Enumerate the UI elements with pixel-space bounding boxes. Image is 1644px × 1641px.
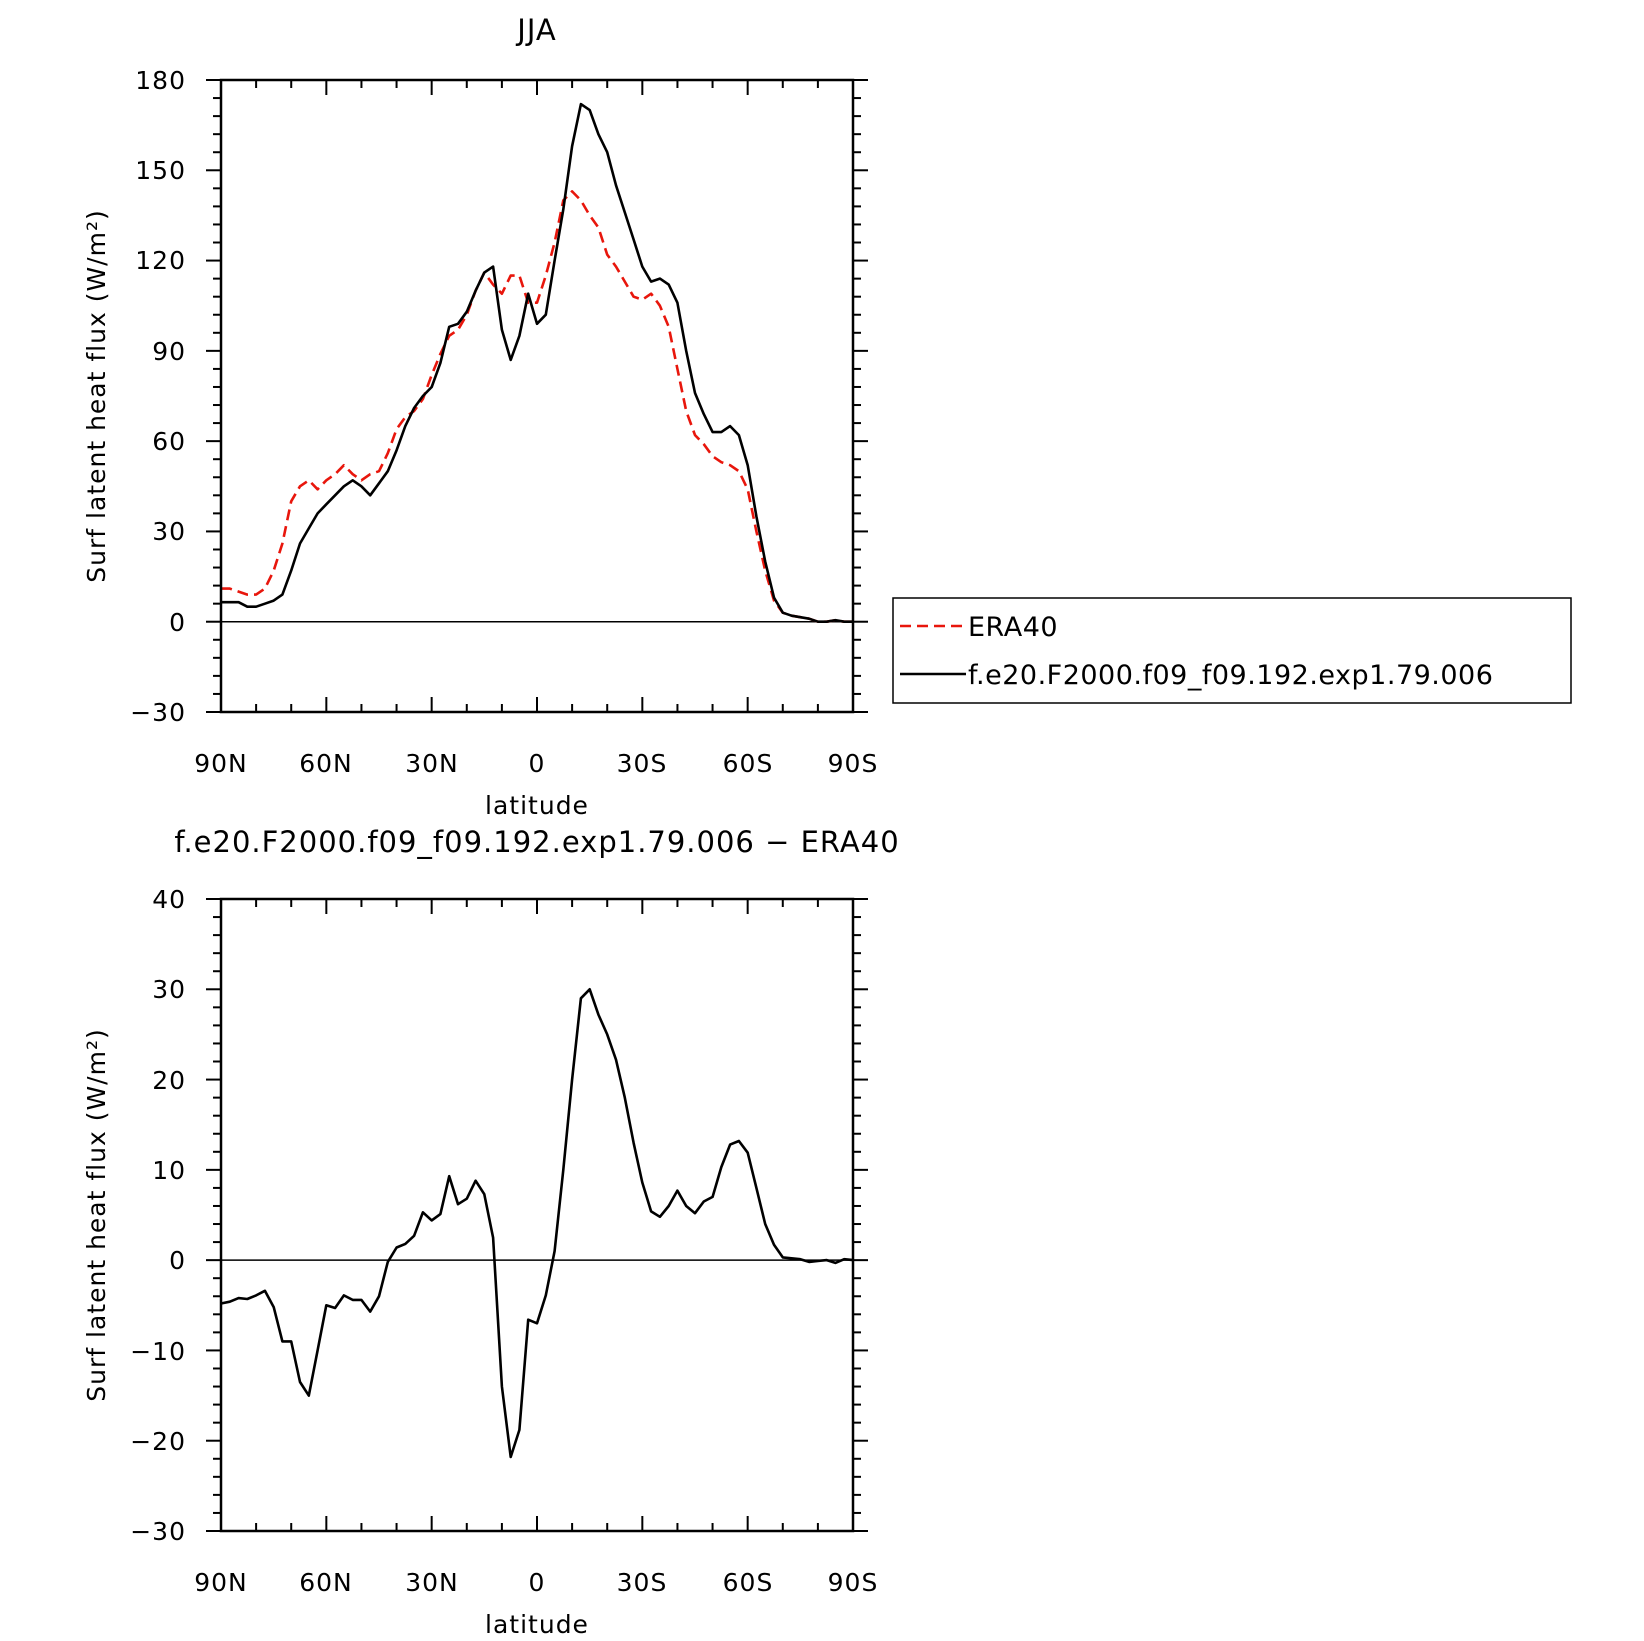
y-tick-label: 120 bbox=[135, 246, 186, 275]
y-tick-label: 60 bbox=[152, 427, 186, 456]
y-tick-label: −30 bbox=[130, 1517, 186, 1546]
x-tick-label: 90N bbox=[194, 1568, 248, 1597]
bottom-y-tick-labels: 40 30 20 10 0 −10 −20 −30 bbox=[130, 885, 186, 1546]
y-tick-label: 20 bbox=[152, 1066, 186, 1095]
series-line-era40 bbox=[221, 190, 853, 624]
legend-label-era40: ERA40 bbox=[968, 612, 1058, 643]
x-tick-label: 60N bbox=[299, 1568, 353, 1597]
bottom-y-axis-label: Surf latent heat flux (W/m²) bbox=[82, 1028, 111, 1401]
top-y-axis-label: Surf latent heat flux (W/m²) bbox=[82, 209, 111, 582]
legend: ERA40 f.e20.F2000.f09_f09.192.exp1.79.00… bbox=[892, 597, 1572, 704]
top-panel: JJA 180 150 120 90 60 30 0 −30 90N 60N 3… bbox=[82, 13, 879, 820]
x-tick-label: 30S bbox=[617, 1568, 668, 1597]
top-plot-frame bbox=[219, 78, 855, 714]
x-tick-label: 0 bbox=[529, 749, 546, 778]
x-tick-label: 30N bbox=[405, 749, 459, 778]
top-ticks bbox=[206, 79, 868, 713]
legend-box bbox=[892, 597, 1572, 704]
x-tick-label: 0 bbox=[529, 1568, 546, 1597]
y-tick-label: −10 bbox=[130, 1337, 186, 1366]
series-line-model bbox=[221, 102, 853, 624]
bottom-series-lines bbox=[220, 987, 854, 1459]
y-tick-label: 90 bbox=[152, 337, 186, 366]
x-tick-label: 60S bbox=[723, 1568, 774, 1597]
y-tick-label: 180 bbox=[135, 66, 186, 95]
bottom-panel-title: f.e20.F2000.f09_f09.192.exp1.79.006 − ER… bbox=[174, 825, 899, 859]
top-y-tick-labels: 180 150 120 90 60 30 0 −30 bbox=[130, 66, 186, 727]
top-panel-title: JJA bbox=[515, 13, 556, 47]
bottom-ticks bbox=[206, 898, 868, 1532]
x-tick-label: 90N bbox=[194, 749, 248, 778]
x-tick-label: 60S bbox=[723, 749, 774, 778]
bottom-x-tick-labels: 90N 60N 30N 0 30S 60S 90S bbox=[194, 1568, 879, 1597]
y-tick-label: 40 bbox=[152, 885, 186, 914]
top-series-lines bbox=[221, 102, 853, 624]
series-line-difference bbox=[220, 987, 854, 1459]
y-tick-label: 30 bbox=[152, 517, 186, 546]
x-tick-label: 90S bbox=[828, 749, 879, 778]
bottom-plot-frame bbox=[219, 897, 855, 1533]
x-tick-label: 90S bbox=[828, 1568, 879, 1597]
top-x-axis-label: latitude bbox=[485, 791, 589, 820]
legend-label-model: f.e20.F2000.f09_f09.192.exp1.79.006 bbox=[968, 660, 1493, 691]
bottom-panel: f.e20.F2000.f09_f09.192.exp1.79.006 − ER… bbox=[82, 825, 899, 1639]
x-tick-label: 30S bbox=[617, 749, 668, 778]
y-tick-label: 0 bbox=[169, 1246, 186, 1275]
y-tick-label: −30 bbox=[130, 698, 186, 727]
x-tick-label: 30N bbox=[405, 1568, 459, 1597]
y-tick-label: −20 bbox=[130, 1427, 186, 1456]
y-tick-label: 30 bbox=[152, 975, 186, 1004]
x-tick-label: 60N bbox=[299, 749, 353, 778]
top-x-tick-labels: 90N 60N 30N 0 30S 60S 90S bbox=[194, 749, 879, 778]
y-tick-label: 150 bbox=[135, 156, 186, 185]
y-tick-label: 0 bbox=[169, 608, 186, 637]
bottom-x-axis-label: latitude bbox=[485, 1610, 589, 1639]
y-tick-label: 10 bbox=[152, 1156, 186, 1185]
